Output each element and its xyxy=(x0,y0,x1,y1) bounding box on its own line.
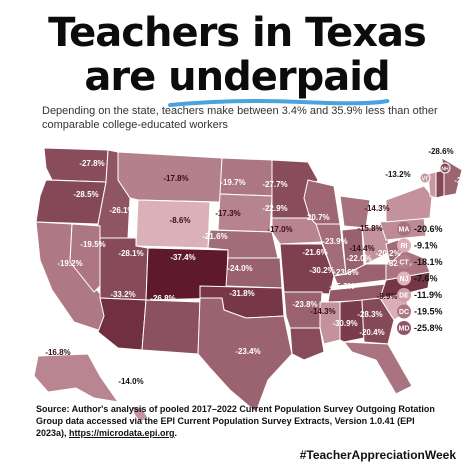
callout-label-vt: -13.2% xyxy=(385,170,410,179)
small-state-badge-ri xyxy=(397,238,411,253)
state-nv xyxy=(69,223,101,293)
state-label-ok: -31.8% xyxy=(229,289,254,298)
small-state-value-ri: -9.1% xyxy=(414,241,438,251)
state-label-pa: -15.8% xyxy=(357,224,382,233)
state-ga xyxy=(361,297,395,345)
small-state-value-dc: -19.5% xyxy=(414,307,443,317)
state-label-tn: -25.3% xyxy=(329,282,354,291)
state-nm xyxy=(141,299,201,355)
headline-highlight-word: underpaid xyxy=(168,54,390,100)
headline-line-2: are underpaid xyxy=(0,54,474,107)
source-link[interactable]: https://microdata.epi.org xyxy=(69,428,175,438)
state-label-az: -33.2% xyxy=(110,290,135,299)
state-label-ny: -14.3% xyxy=(364,204,389,213)
small-state-abbr-md: MD xyxy=(399,326,410,333)
state-label-la: -27.9% xyxy=(287,362,312,371)
state-ny xyxy=(385,185,433,223)
state-label-nm: -26.8% xyxy=(150,294,175,303)
state-label-ga: -28.3% xyxy=(357,310,382,319)
small-state-abbr-de: DE xyxy=(399,293,409,300)
state-ak xyxy=(33,353,120,403)
callout-abbr-vt: VT xyxy=(422,177,428,183)
state-label-fl: -20.4% xyxy=(359,328,384,337)
state-al xyxy=(339,299,365,343)
state-label-sc: -8.9% xyxy=(377,292,398,301)
callout-abbr-nh: NH xyxy=(441,167,449,173)
state-hi xyxy=(131,405,149,423)
state-label-me: -23.2% xyxy=(454,176,474,185)
state-label-nv: -19.5% xyxy=(80,240,105,249)
state-label-ak: -16.8% xyxy=(45,348,70,357)
state-label-wi: -22.9% xyxy=(262,204,287,213)
state-label-wy: -8.6% xyxy=(170,216,191,225)
callout-dot-vt xyxy=(419,172,431,184)
state-label-ia: -17.0% xyxy=(267,225,292,234)
state-label-ar: -23.8% xyxy=(292,300,317,309)
small-state-value-ma: -20.6% xyxy=(414,224,443,234)
state-or xyxy=(35,179,107,225)
source-end: . xyxy=(174,428,178,438)
state-label-mn: -27.7% xyxy=(262,180,287,189)
small-state-badge-md xyxy=(397,321,411,335)
small-state-abbr-dc: DC xyxy=(399,309,409,316)
state-label-in: -23.9% xyxy=(322,237,347,246)
small-state-value-ct: -18.1% xyxy=(414,257,443,267)
state-label-wa: -27.8% xyxy=(79,159,104,168)
state-label-ut: -28.1% xyxy=(118,249,143,258)
callout-dot-nh xyxy=(439,162,451,174)
state-la xyxy=(289,327,325,361)
state-ks xyxy=(225,257,283,289)
state-label-al: -30.9% xyxy=(332,319,357,328)
small-state-abbr-ri: RI xyxy=(401,243,408,250)
small-state-badge-de xyxy=(397,288,411,302)
state-nh xyxy=(435,169,445,199)
state-label-ca: -19.2% xyxy=(57,259,82,268)
state-label-hi: -14.0% xyxy=(118,377,143,386)
small-state-value-de: -11.9% xyxy=(414,290,442,300)
state-nd xyxy=(219,157,273,197)
state-ia xyxy=(271,217,323,245)
headline-prefix: are xyxy=(84,54,169,100)
small-state-abbr-ma: MA xyxy=(399,227,410,234)
source-text: Source: Author's analysis of pooled 2017… xyxy=(36,404,435,438)
state-tx xyxy=(197,297,293,413)
state-label-il: -21.6% xyxy=(302,248,327,257)
state-label-or: -28.5% xyxy=(73,190,98,199)
headline-line-1: Teachers in Texas xyxy=(48,10,427,56)
state-mo xyxy=(279,243,335,295)
small-state-badge-dc xyxy=(397,304,411,319)
state-label-mi: -20.7% xyxy=(304,213,329,222)
small-state-value-md: -25.8% xyxy=(414,323,443,333)
state-label-co: -37.4% xyxy=(170,253,195,262)
state-label-nd: -19.7% xyxy=(220,178,245,187)
source-note: Source: Author's analysis of pooled 2017… xyxy=(36,403,446,439)
small-state-badge-ma xyxy=(397,222,411,236)
hashtag: #TeacherAppreciationWeek xyxy=(299,448,456,462)
us-map: -27.8% -28.5% -19.2% -26.1% -19.5% -17.8% -8.6… xyxy=(33,147,474,423)
small-state-abbr-nj: NJ xyxy=(400,276,409,283)
state-fl xyxy=(342,341,413,395)
state-label-va: -20.2% xyxy=(375,249,400,258)
headline-highlight: underpaid xyxy=(168,54,391,107)
callout-label-nh: -28.6% xyxy=(428,147,453,156)
state-label-ks: -24.0% xyxy=(227,264,252,273)
state-label-ms: -14.3% xyxy=(310,307,335,316)
state-az xyxy=(97,297,147,351)
state-label-mo: -30.2% xyxy=(309,266,334,275)
state-label-wv: -22.0% xyxy=(346,254,371,263)
state-ms xyxy=(319,301,341,345)
state-label-tx: -23.4% xyxy=(235,347,260,356)
small-state-abbr-ct: CT xyxy=(399,260,409,267)
small-state-value-nj: -7.6% xyxy=(414,274,438,284)
state-label-ne: -21.6% xyxy=(202,232,227,241)
state-label-ky: -23.6% xyxy=(333,268,358,277)
subtitle: Depending on the state, teachers make be… xyxy=(42,105,438,131)
state-label-id: -26.1% xyxy=(109,206,134,215)
small-state-badge-ct xyxy=(397,255,411,269)
state-label-mt: -17.8% xyxy=(163,174,188,183)
state-label-oh: -14.4% xyxy=(349,244,374,253)
brush-underline xyxy=(168,99,390,107)
state-label-sd: -17.3% xyxy=(215,209,240,218)
small-state-badge-nj xyxy=(397,271,411,286)
